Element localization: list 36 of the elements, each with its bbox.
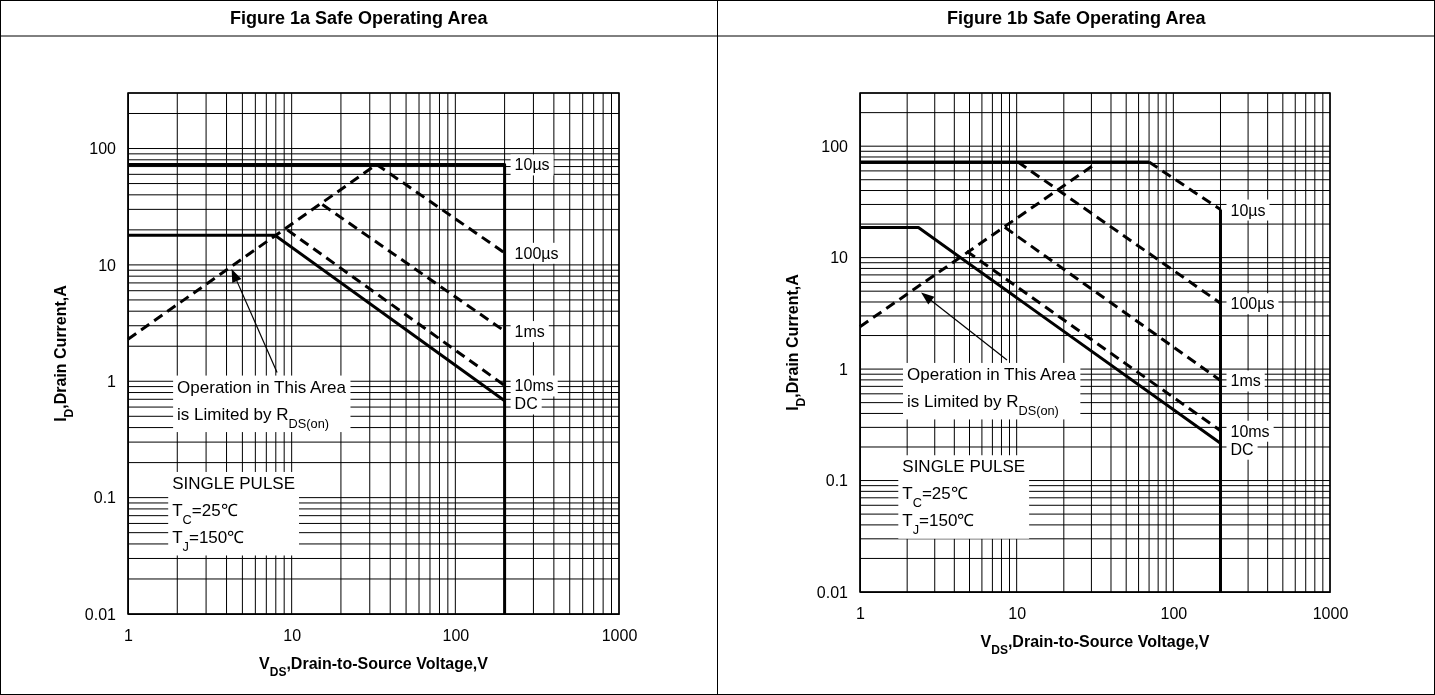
x-tick-label: 1 (856, 605, 866, 623)
x-tick-label: 10 (283, 627, 302, 645)
x-tick-label: 1000 (601, 627, 638, 645)
x-axis-title: V$_{DS}$,Drain-to-Source Voltage,V (980, 633, 1210, 657)
y-tick-label: 0.1 (825, 472, 849, 490)
x-axis-title: V$_{DS}$,Drain-to-Source Voltage,V (259, 655, 489, 679)
annotation: Operation in This Area is Limited by R$_{DS(on)}$ (177, 377, 347, 431)
y-tick-label: 0.01 (84, 605, 117, 623)
annotation: Operation in This Area is Limited by R$_{DS(on)}$ (907, 364, 1077, 418)
x-tick-label: 1 (124, 627, 134, 645)
x-tick-label: 1000 (1312, 605, 1349, 623)
y-tick-label: 0.1 (93, 489, 117, 507)
series-label: 10ms (1230, 422, 1270, 440)
series-label: 1ms (1230, 372, 1261, 390)
x-tick-label: 10 (1008, 605, 1027, 623)
y-tick-label: 1 (839, 360, 849, 378)
y-tick-label: 0.01 (816, 583, 849, 601)
x-tick-label: 100 (1160, 605, 1188, 623)
y-tick-label: 100 (89, 140, 117, 158)
series-label: DC (1230, 440, 1254, 458)
y-tick-label: 10 (98, 256, 117, 274)
chart-title: Figure 1b Safe Operating Area (947, 8, 1207, 28)
series-label: 10µs (514, 156, 550, 174)
annotation: SINGLE PULSE T$_{C}$=25℃ T$_{J}$=150℃ (172, 473, 296, 554)
series-label: 100µs (1230, 295, 1275, 313)
series-label: DC (514, 395, 538, 413)
series-label: 100µs (514, 244, 559, 262)
annotation: SINGLE PULSE T$_{C}$=25℃ T$_{J}$=150℃ (902, 457, 1026, 537)
y-tick-label: 100 (821, 137, 849, 155)
series-label: 10ms (514, 377, 554, 395)
series-label: 10µs (1230, 201, 1266, 219)
x-tick-label: 100 (442, 627, 470, 645)
y-tick-label: 10 (830, 249, 849, 267)
y-tick-label: 1 (107, 372, 117, 390)
chart-title: Figure 1a Safe Operating Area (230, 8, 489, 28)
series-label: 1ms (514, 323, 545, 341)
